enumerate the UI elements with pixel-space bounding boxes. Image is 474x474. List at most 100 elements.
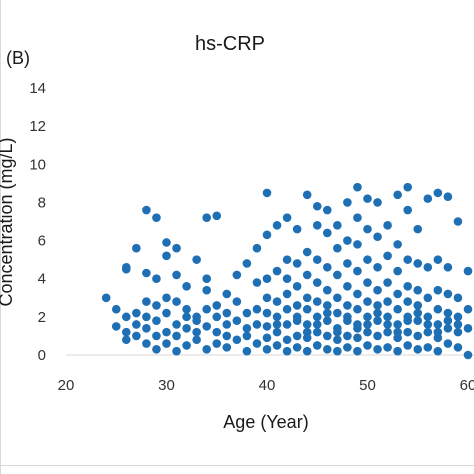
data-point — [403, 341, 413, 350]
data-point — [312, 312, 322, 322]
data-point — [172, 270, 181, 280]
data-point — [393, 320, 402, 329]
data-point — [403, 205, 413, 215]
data-point — [302, 293, 312, 303]
data-point — [202, 213, 211, 222]
data-point — [353, 213, 362, 222]
data-point — [142, 205, 151, 215]
data-point — [232, 316, 242, 325]
data-point — [222, 289, 232, 299]
data-point — [393, 346, 402, 356]
data-point — [202, 274, 211, 284]
data-point — [343, 331, 352, 341]
data-point — [101, 293, 111, 303]
x-tick-label: 60 — [460, 377, 474, 394]
data-point — [433, 327, 443, 337]
data-point — [252, 339, 262, 348]
data-point — [363, 341, 372, 350]
y-tick-label: 4 — [38, 271, 46, 288]
data-point — [353, 266, 362, 276]
data-point — [393, 327, 402, 337]
data-point — [463, 266, 473, 276]
data-point — [323, 331, 332, 341]
data-point — [312, 278, 322, 287]
data-point — [363, 278, 372, 287]
data-point — [373, 285, 382, 295]
data-point — [433, 285, 443, 295]
data-point — [202, 304, 211, 314]
data-point — [182, 304, 191, 314]
data-point — [111, 304, 121, 314]
data-point — [212, 211, 222, 221]
data-point — [423, 194, 433, 203]
data-point — [262, 274, 272, 284]
data-point — [363, 255, 372, 264]
data-point — [393, 190, 402, 200]
data-point — [242, 259, 252, 268]
data-point — [383, 343, 392, 352]
data-point — [172, 346, 181, 356]
data-point — [463, 304, 473, 314]
data-point — [212, 312, 222, 322]
data-point — [463, 324, 473, 333]
data-point — [423, 327, 433, 337]
data-point — [162, 293, 171, 303]
x-tick-label: 50 — [359, 377, 376, 394]
data-point — [393, 289, 402, 299]
data-point — [202, 285, 211, 295]
data-point — [413, 224, 423, 234]
data-point — [383, 320, 392, 329]
data-point — [202, 322, 211, 331]
data-point — [182, 282, 191, 291]
data-point — [262, 344, 272, 354]
data-point — [403, 182, 413, 192]
data-point — [302, 247, 312, 257]
data-point — [282, 304, 292, 314]
data-point — [312, 297, 322, 306]
data-point — [423, 293, 433, 303]
data-point — [333, 308, 342, 318]
data-point — [383, 278, 392, 287]
data-point — [323, 228, 332, 238]
data-point — [343, 282, 352, 291]
y-tick-label: 0 — [38, 347, 46, 364]
data-point — [343, 343, 352, 352]
x-axis-title: Age (Year) — [223, 412, 308, 432]
data-point — [413, 259, 423, 268]
data-point — [142, 339, 151, 348]
y-tick-label: 6 — [38, 233, 46, 250]
data-point — [152, 331, 161, 341]
data-point — [292, 312, 302, 322]
data-point — [443, 324, 453, 333]
data-point — [393, 266, 402, 276]
data-point — [252, 304, 262, 314]
data-point — [242, 308, 252, 318]
data-point — [443, 308, 453, 318]
data-point — [132, 331, 141, 341]
data-point — [373, 316, 382, 325]
data-point — [212, 301, 222, 310]
data-point — [152, 344, 161, 354]
data-point — [353, 240, 362, 249]
data-point — [142, 297, 151, 306]
data-point — [403, 282, 413, 291]
data-point — [312, 341, 322, 350]
data-point — [453, 320, 463, 329]
data-point — [312, 320, 322, 329]
data-point — [272, 221, 282, 230]
data-point — [302, 346, 312, 356]
data-point — [373, 198, 382, 207]
data-point — [312, 327, 322, 337]
data-point — [122, 264, 131, 274]
data-points — [101, 182, 473, 360]
data-point — [413, 344, 423, 354]
data-point — [353, 333, 362, 343]
data-point — [443, 316, 453, 325]
data-point — [172, 243, 181, 253]
data-point — [252, 278, 262, 287]
data-point — [282, 255, 292, 264]
data-point — [363, 312, 372, 322]
data-point — [302, 270, 312, 280]
data-point — [443, 289, 453, 299]
data-point — [111, 322, 121, 331]
